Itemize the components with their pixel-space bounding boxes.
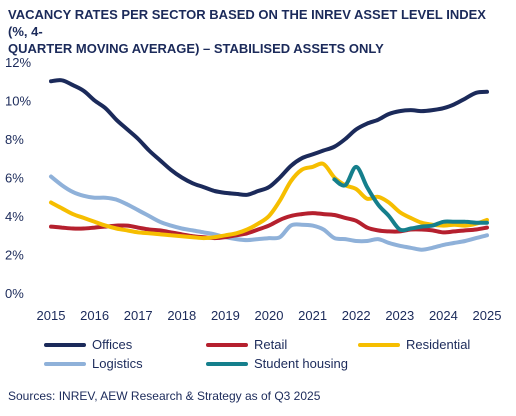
y-tick-label: 8%: [5, 132, 24, 147]
series-line-offices: [49, 78, 489, 197]
legend-label-student-housing: Student housing: [254, 356, 348, 371]
x-tick-label: 2015: [37, 308, 66, 323]
legend-label-retail: Retail: [254, 337, 288, 352]
source-note: Sources: INREV, AEW Research & Strategy …: [8, 389, 321, 403]
x-tick-label: 2023: [385, 308, 414, 323]
series-line-residential: [49, 161, 489, 241]
legend-swatch-retail: [206, 342, 248, 347]
legend-swatch-offices: [44, 342, 86, 347]
x-tick-label: 2025: [473, 308, 502, 323]
y-tick-label: 6%: [5, 171, 24, 186]
legend-item-logistics: Logistics: [44, 356, 143, 371]
legend-label-logistics: Logistics: [92, 356, 143, 371]
x-tick-label: 2021: [298, 308, 327, 323]
x-tick-label: 2020: [255, 308, 284, 323]
chart-title-line1: VACANCY RATES PER SECTOR BASED ON THE IN…: [8, 7, 486, 39]
legend-item-residential: Residential: [358, 337, 470, 352]
legend-swatch-logistics: [44, 361, 86, 366]
x-tick-label: 2016: [80, 308, 109, 323]
x-tick-label: 2022: [342, 308, 371, 323]
legend-item-offices: Offices: [44, 337, 132, 352]
legend-swatch-residential: [358, 342, 400, 347]
series-line-logistics: [49, 174, 489, 252]
y-tick-label: 10%: [5, 94, 31, 109]
y-tick-label: 12%: [5, 55, 31, 70]
legend-item-student-housing: Student housing: [206, 356, 348, 371]
chart-legend: Offices Retail Residential Logistics Stu…: [0, 334, 516, 374]
legend-label-offices: Offices: [92, 337, 133, 352]
y-tick-label: 2%: [5, 248, 24, 263]
x-tick-label: 2024: [429, 308, 458, 323]
legend-item-retail: Retail: [206, 337, 287, 352]
y-tick-label: 0%: [5, 286, 24, 301]
y-tick-label: 4%: [5, 209, 24, 224]
chart-subtitle: QUARTER MOVING AVERAGE) – STABILISED ASS…: [8, 41, 384, 56]
legend-swatch-student-housing: [206, 361, 248, 366]
line-chart: 0% 2% 4% 6% 8% 10% 12% 2015 2016 2017 2018 2019 2020…: [5, 55, 502, 323]
x-tick-label: 2018: [167, 308, 196, 323]
chart-title: VACANCY RATES PER SECTOR BASED ON THE IN…: [8, 6, 508, 57]
series-line-student-housing: [332, 164, 489, 233]
x-tick-label: 2019: [211, 308, 240, 323]
legend-label-residential: Residential: [406, 337, 471, 352]
x-tick-label: 2017: [124, 308, 153, 323]
